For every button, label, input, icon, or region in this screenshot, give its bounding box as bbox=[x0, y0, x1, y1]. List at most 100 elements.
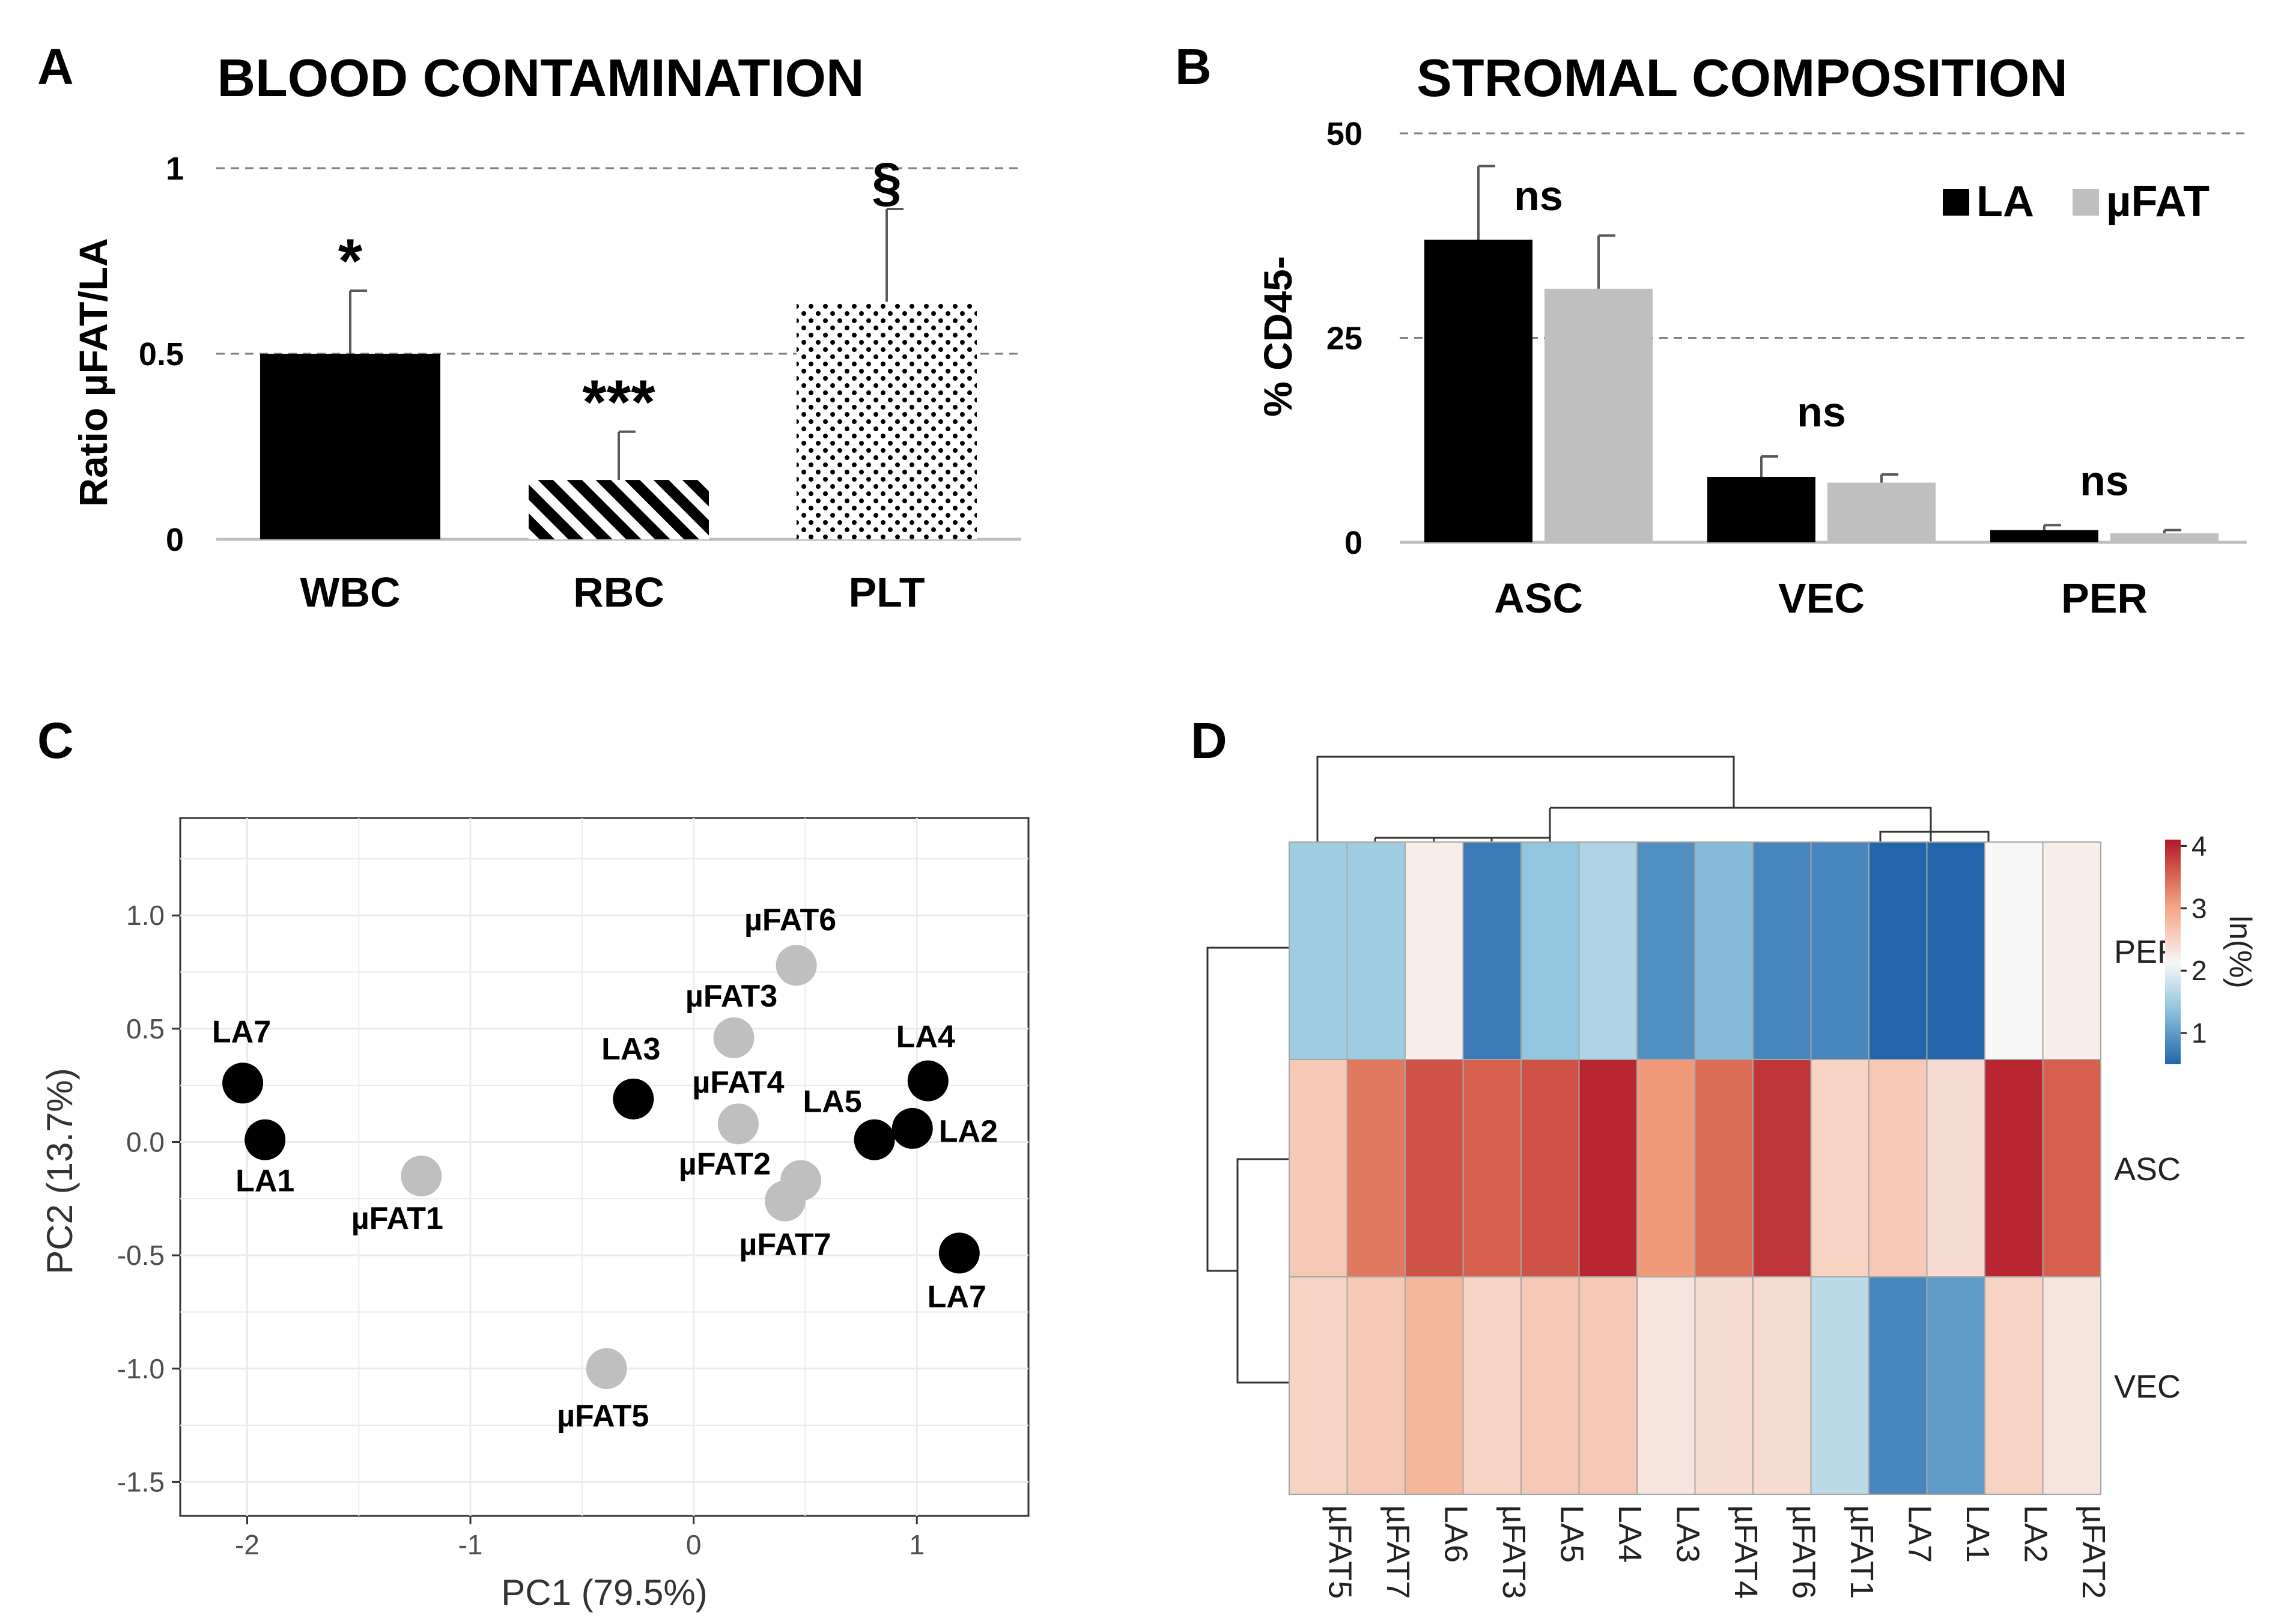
heatmap-column-label: µFAT2 bbox=[2076, 1505, 2112, 1599]
heatmap-cell-vec-la7 bbox=[1868, 1276, 1928, 1495]
chart-c-xtick-label: -1 bbox=[458, 1529, 483, 1560]
legend-label-la: LA bbox=[1976, 178, 2034, 226]
chart-c-xtick-label: -2 bbox=[235, 1529, 260, 1560]
chart-b-significance-vec: ns bbox=[1797, 389, 1846, 435]
heatmap-row-label-vec: VEC bbox=[2114, 1369, 2181, 1405]
panel-b: B STROMAL COMPOSITION % CD45- 0 25 50 ns ns… bbox=[1175, 38, 2247, 622]
heatmap-cell-per-ufat3 bbox=[1462, 841, 1522, 1060]
row-dendro bbox=[1206, 947, 1289, 1384]
heatmap-cell-per-la1 bbox=[1926, 841, 1985, 1060]
heatmap-cell-vec-ufat7 bbox=[1346, 1276, 1406, 1495]
heatmap-dendrograms bbox=[1206, 756, 1990, 1384]
chart-c-point-label: LA1 bbox=[235, 1164, 294, 1199]
heatmap-cell-per-ufat7 bbox=[1346, 841, 1406, 1060]
heatmap-column-label: LA7 bbox=[1901, 1505, 1937, 1563]
chart-c-xlabel: PC1 (79.5%) bbox=[501, 1572, 707, 1613]
chart-c-point-la1 bbox=[245, 1119, 286, 1160]
chart-c-point-label: LA7 bbox=[928, 1279, 986, 1314]
heatmap-cell-asc-la4 bbox=[1578, 1059, 1638, 1277]
chart-b-ytick-label: 25 bbox=[1326, 321, 1362, 357]
heatmap-column-label: µFAT5 bbox=[1322, 1505, 1358, 1599]
chart-c-ytick-label: 1.0 bbox=[126, 900, 165, 931]
chart-c-ytick-label: 0.5 bbox=[126, 1013, 165, 1044]
chart-c-ytick-label: -1.0 bbox=[117, 1353, 165, 1384]
heatmap-cell-asc-la1 bbox=[1926, 1059, 1985, 1277]
legend-swatch-la bbox=[1943, 189, 1969, 216]
legend-label-ufat: µFAT bbox=[2106, 178, 2210, 226]
chart-b-title: STROMAL COMPOSITION bbox=[1417, 48, 2068, 108]
heatmap-column-label: µFAT4 bbox=[1728, 1505, 1764, 1599]
heatmap-cell-asc-ufat6 bbox=[1752, 1059, 1812, 1277]
col-dendro-main bbox=[1316, 756, 1932, 842]
chart-b-ytick-label: 50 bbox=[1326, 116, 1362, 152]
chart-c-point-la7 bbox=[938, 1232, 980, 1274]
chart-c-point-label: µFAT7 bbox=[739, 1228, 831, 1262]
chart-c-point-ufat5 bbox=[586, 1348, 627, 1389]
heatmap-cell-vec-ufat6 bbox=[1752, 1276, 1812, 1495]
chart-b-category-asc: ASC bbox=[1494, 575, 1583, 622]
chart-a-category-rbc: RBC bbox=[573, 569, 664, 616]
chart-b-bar-per-la bbox=[1990, 530, 2098, 542]
chart-b-significance-asc: ns bbox=[1514, 172, 1563, 219]
heatmap-column-label: LA4 bbox=[1612, 1505, 1648, 1563]
colorbar-tick-label: 3 bbox=[2191, 892, 2207, 924]
chart-b-bar-vec-la bbox=[1707, 477, 1815, 542]
chart-c-point-la3 bbox=[613, 1078, 654, 1120]
heatmap-column-label: LA6 bbox=[1438, 1505, 1474, 1563]
chart-c-point-label: LA5 bbox=[803, 1085, 861, 1120]
heatmap-cell-vec-la3 bbox=[1636, 1276, 1696, 1495]
chart-a-bar-wbc bbox=[260, 354, 440, 539]
chart-c-point-label: LA3 bbox=[601, 1032, 660, 1067]
heatmap-cell-asc-ufat2 bbox=[2042, 1059, 2101, 1277]
heatmap-cell-per-la5 bbox=[1520, 841, 1580, 1060]
chart-b-significance-per: ns bbox=[2080, 457, 2129, 504]
heatmap-cell-asc-la5 bbox=[1520, 1059, 1580, 1277]
chart-c-point-label: LA2 bbox=[939, 1114, 998, 1149]
heatmap-cell-per-ufat4 bbox=[1694, 841, 1754, 1060]
chart-c-point-la7 bbox=[222, 1062, 264, 1104]
chart-b-ytick-label: 0 bbox=[1344, 525, 1362, 561]
heatmap-cell-vec-la4 bbox=[1578, 1276, 1638, 1495]
chart-c-xtick-label: 0 bbox=[686, 1529, 702, 1560]
heatmap-column-label: µFAT7 bbox=[1380, 1505, 1416, 1599]
chart-c-point-ufat6 bbox=[776, 945, 817, 986]
chart-a-ytick-label: 1 bbox=[166, 151, 184, 187]
col-dendro-small bbox=[1374, 837, 1493, 842]
heatmap-cell-asc-ufat1 bbox=[1810, 1059, 1869, 1277]
chart-c-point-ufat3 bbox=[713, 1017, 755, 1058]
chart-a-title: BLOOD CONTAMINATION bbox=[217, 48, 864, 108]
heatmap-cell-vec-la6 bbox=[1405, 1276, 1464, 1495]
panel-letter-c: C bbox=[37, 712, 74, 769]
chart-a-bar-plt bbox=[797, 301, 977, 539]
heatmap-column-label: LA1 bbox=[1960, 1505, 1996, 1563]
chart-c-point-ufat7 bbox=[764, 1180, 806, 1222]
heatmap-cell-asc-la6 bbox=[1405, 1059, 1464, 1277]
chart-a-ylabel: Ratio µFAT/LA bbox=[71, 238, 115, 506]
chart-a-bar-rbc bbox=[529, 480, 709, 539]
heatmap-cell-asc-la7 bbox=[1868, 1059, 1928, 1277]
panel-letter-a: A bbox=[37, 38, 74, 95]
heatmap-cell-asc-ufat4 bbox=[1694, 1059, 1754, 1277]
heatmap-colorbar: 1 2 3 4 ln(%) bbox=[2165, 830, 2258, 1064]
heatmap-cell-vec-la1 bbox=[1926, 1276, 1985, 1495]
heatmap-cell-per-ufat6 bbox=[1752, 841, 1812, 1060]
chart-c-point-label: µFAT1 bbox=[351, 1201, 443, 1236]
heatmap-cell-per-ufat2 bbox=[2042, 841, 2101, 1060]
panel-a: A BLOOD CONTAMINATION Ratio µFAT/LA 0 0.5… bbox=[37, 38, 1021, 616]
chart-c-plot-area bbox=[179, 817, 1030, 1517]
heatmap-cell-asc-la3 bbox=[1636, 1059, 1696, 1277]
heatmap-cell-vec-ufat5 bbox=[1289, 1276, 1348, 1495]
chart-c-ytick-label: 0.0 bbox=[126, 1127, 165, 1158]
chart-a-significance-rbc: *** bbox=[582, 368, 655, 437]
colorbar-title: ln(%) bbox=[2223, 915, 2258, 988]
chart-c-xtick-label: 1 bbox=[909, 1529, 925, 1560]
heatmap-cell-vec-la5 bbox=[1520, 1276, 1580, 1495]
chart-b-bar-vec-ufat bbox=[1827, 482, 1936, 542]
chart-a-ytick-label: 0 bbox=[166, 522, 184, 558]
heatmap-cell-asc-ufat3 bbox=[1462, 1059, 1522, 1277]
heatmap-column-label: µFAT1 bbox=[1844, 1505, 1880, 1599]
heatmap-cell-per-la6 bbox=[1405, 841, 1464, 1060]
heatmap-row-label-asc: ASC bbox=[2114, 1151, 2181, 1187]
chart-a-significance-wbc: * bbox=[338, 226, 363, 296]
